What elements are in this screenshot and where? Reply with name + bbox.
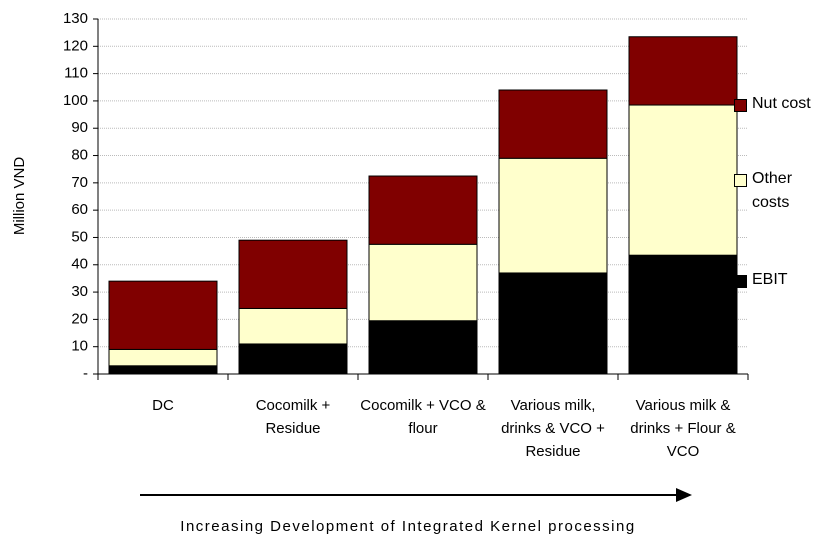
y-tick-label: 60 [71,201,88,218]
bar-segment [498,89,608,159]
y-tick-label: 30 [71,283,88,300]
y-tick-label: 80 [71,147,88,164]
y-tick-label: 120 [63,37,88,54]
bar-segment [238,307,348,345]
bar-segment [368,320,478,375]
bar-segment [368,243,478,322]
arrow-head [676,488,692,502]
y-tick-label: 110 [64,65,88,82]
legend-label: Other costs [752,170,793,211]
bar-segment [108,280,218,350]
y-tick-label: 130 [63,10,88,27]
bar-segment [628,104,738,256]
bar-segment [108,348,218,367]
y-tick-label: 40 [71,256,88,273]
x-tick-label: Cocomilk + Residue [255,397,331,437]
legend-label: Nut cost [752,95,811,112]
x-tick-label: DC [152,397,174,414]
legend-swatch [734,99,747,112]
legend-swatch [734,275,747,288]
x-axis-label: Increasing Development of Integrated Ker… [180,518,635,535]
legend-label: EBIT [752,271,788,288]
y-tick-label: 70 [71,174,88,191]
x-tick-label: Various milk, drinks & VCO + Residue [501,397,605,460]
bar-segment [368,175,478,245]
bar-segment [628,254,738,375]
bar-segment [498,157,608,274]
y-tick-label: 10 [71,338,88,355]
y-tick-label: 20 [71,310,88,327]
legend-swatch [734,174,747,187]
y-tick-label: - [83,365,88,382]
bar-segment [628,36,738,106]
bar-segment [238,239,348,309]
y-tick-label: 50 [71,228,88,245]
bar-segment [108,365,218,375]
bar-segment [498,272,608,375]
x-tick-label: Cocomilk + VCO & flour [360,397,486,437]
y-axis-label: Million VND [11,157,28,236]
y-tick-label: 100 [63,92,88,109]
bar-segment [238,343,348,375]
x-tick-label: Various milk & drinks + Flour & VCO [630,397,736,460]
y-tick-label: 90 [71,119,88,136]
